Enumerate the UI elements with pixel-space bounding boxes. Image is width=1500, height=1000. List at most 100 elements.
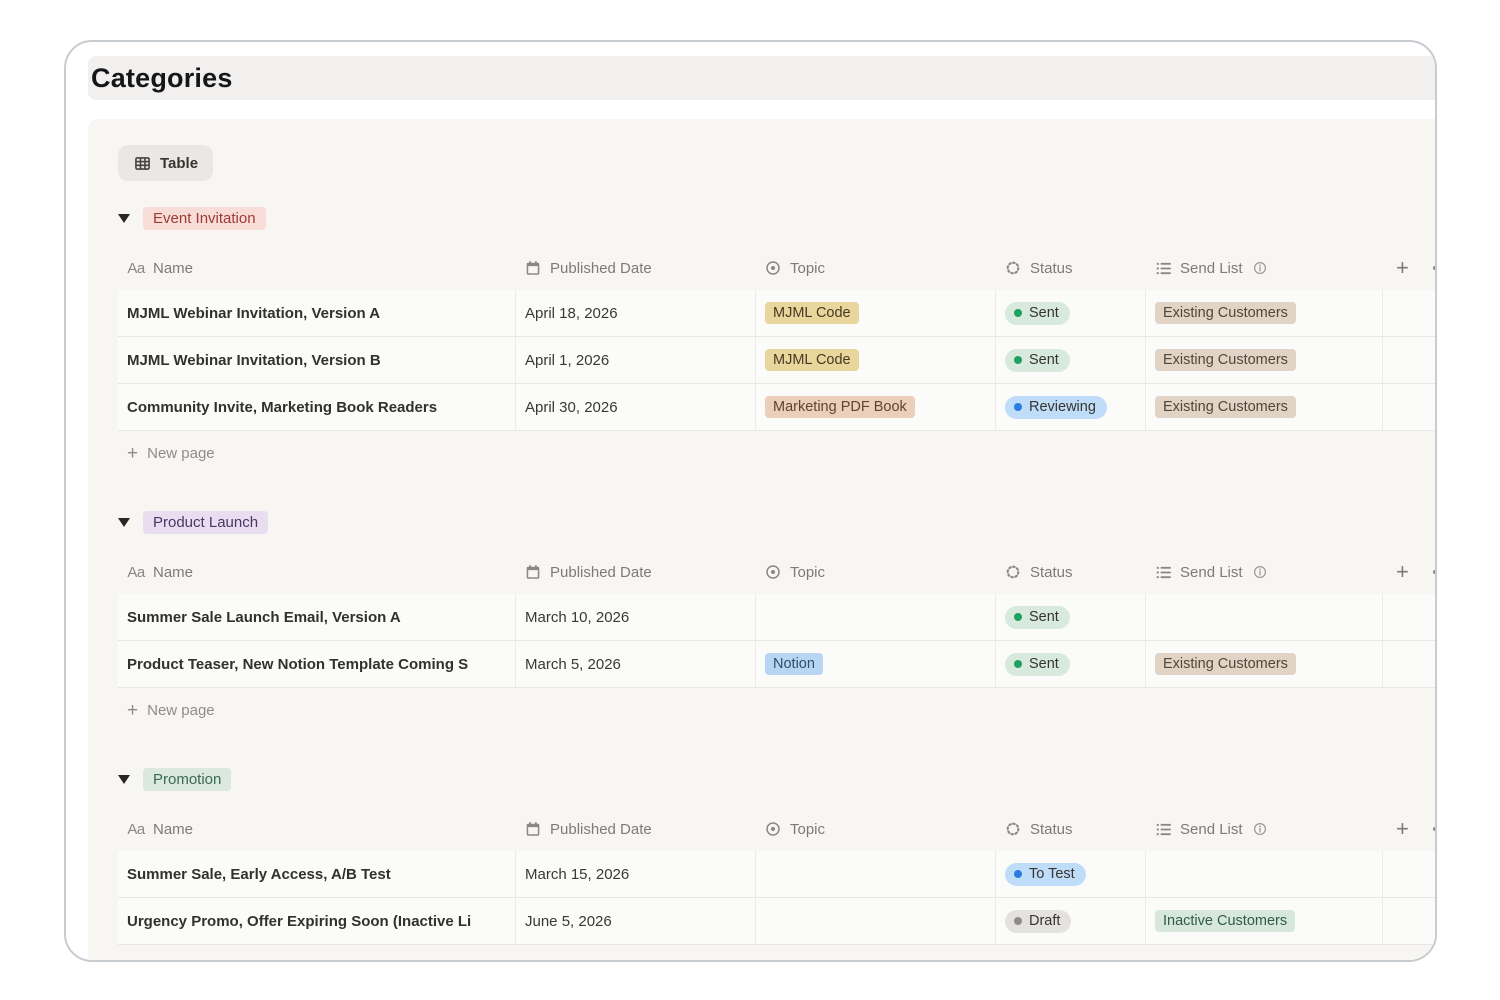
info-icon[interactable] <box>1253 822 1267 836</box>
group-badge[interactable]: Event Invitation <box>143 207 266 230</box>
page-name-text: Product Teaser, New Notion Template Comi… <box>127 655 469 673</box>
send-list-tag: Existing Customers <box>1155 302 1296 324</box>
cell-topic[interactable]: Marketing PDF Book <box>755 384 995 430</box>
cell-published-date[interactable]: March 5, 2026 <box>515 641 755 687</box>
column-header-topic[interactable]: Topic <box>755 807 995 851</box>
table-row[interactable]: Summer Sale Launch Email, Version A March… <box>118 594 1435 641</box>
cell-send-list[interactable]: Existing Customers <box>1145 641 1382 687</box>
status-pill: Draft <box>1005 909 1072 933</box>
select-icon <box>764 260 782 276</box>
group-collapse-toggle-icon[interactable] <box>118 214 130 223</box>
status-label: Sent <box>1029 352 1059 368</box>
cell-status[interactable]: Sent <box>995 337 1145 383</box>
cell-published-date[interactable]: March 15, 2026 <box>515 851 755 897</box>
page-title: Categories <box>91 62 233 93</box>
info-icon[interactable] <box>1253 565 1267 579</box>
overflow-menu-icon[interactable] <box>1432 570 1435 574</box>
table-row[interactable]: MJML Webinar Invitation, Version B April … <box>118 337 1435 384</box>
table-row[interactable]: Product Teaser, New Notion Template Comi… <box>118 641 1435 688</box>
cell-status[interactable]: Sent <box>995 290 1145 336</box>
cell-name[interactable]: Urgency Promo, Offer Expiring Soon (Inac… <box>118 898 515 944</box>
new-page-button[interactable]: + New page <box>118 431 1435 475</box>
table-row[interactable]: Community Invite, Marketing Book Readers… <box>118 384 1435 431</box>
cell-send-list[interactable] <box>1145 594 1382 640</box>
column-header-label: Published Date <box>550 563 652 581</box>
cell-topic[interactable] <box>755 898 995 944</box>
cell-name[interactable]: Product Teaser, New Notion Template Comi… <box>118 641 515 687</box>
status-label: Sent <box>1029 609 1059 625</box>
cell-published-date[interactable]: April 1, 2026 <box>515 337 755 383</box>
cell-name[interactable]: Summer Sale, Early Access, A/B Test <box>118 851 515 897</box>
status-dot-icon <box>1014 660 1022 668</box>
cell-name[interactable]: MJML Webinar Invitation, Version A <box>118 290 515 336</box>
cell-status[interactable]: Sent <box>995 594 1145 640</box>
group-collapse-toggle-icon[interactable] <box>118 775 130 784</box>
column-header-name[interactable]: Aa Name <box>118 807 515 851</box>
table-row[interactable]: MJML Webinar Invitation, Version A April … <box>118 290 1435 337</box>
column-header-label: Name <box>153 820 194 838</box>
text-icon: Aa <box>127 820 145 838</box>
group-badge[interactable]: Promotion <box>143 768 232 791</box>
list-icon <box>1154 821 1172 838</box>
column-header-date[interactable]: Published Date <box>515 246 755 290</box>
calendar-icon <box>524 564 542 580</box>
cell-status[interactable]: To Test <box>995 851 1145 897</box>
cell-status[interactable]: Draft <box>995 898 1145 944</box>
text-icon: Aa <box>127 259 145 277</box>
table-header-row: Aa Name Published Date Topic Status Send List… <box>118 807 1435 851</box>
column-header-label: Send List <box>1180 820 1243 838</box>
cell-status[interactable]: Reviewing <box>995 384 1145 430</box>
cell-send-list[interactable]: Existing Customers <box>1145 384 1382 430</box>
cell-name[interactable]: MJML Webinar Invitation, Version B <box>118 337 515 383</box>
column-header-send_list[interactable]: Send List <box>1145 246 1382 290</box>
groups-container: Event Invitation Aa Name Published Date Topi… <box>88 205 1435 960</box>
cell-topic[interactable]: MJML Code <box>755 337 995 383</box>
cell-send-list[interactable]: Existing Customers <box>1145 290 1382 336</box>
add-property-button[interactable]: + <box>1396 559 1409 584</box>
new-page-button[interactable]: + New page <box>118 945 1435 961</box>
new-page-button[interactable]: + New page <box>118 688 1435 732</box>
overflow-menu-icon[interactable] <box>1432 827 1435 831</box>
column-header-label: Status <box>1030 820 1073 838</box>
add-property-button[interactable]: + <box>1396 816 1409 841</box>
table-row[interactable]: Summer Sale, Early Access, A/B Test March… <box>118 851 1435 898</box>
column-header-topic[interactable]: Topic <box>755 550 995 594</box>
cell-published-date[interactable]: April 18, 2026 <box>515 290 755 336</box>
cell-published-date[interactable]: March 10, 2026 <box>515 594 755 640</box>
group-collapse-toggle-icon[interactable] <box>118 518 130 527</box>
table-row[interactable]: Urgency Promo, Offer Expiring Soon (Inac… <box>118 898 1435 945</box>
column-header-status[interactable]: Status <box>995 550 1145 594</box>
cell-send-list[interactable]: Existing Customers <box>1145 337 1382 383</box>
column-header-status[interactable]: Status <box>995 807 1145 851</box>
cell-send-list[interactable]: Inactive Customers <box>1145 898 1382 944</box>
cell-topic[interactable] <box>755 851 995 897</box>
cell-topic[interactable]: MJML Code <box>755 290 995 336</box>
column-header-send_list[interactable]: Send List <box>1145 550 1382 594</box>
column-header-date[interactable]: Published Date <box>515 807 755 851</box>
cell-empty <box>1382 290 1435 336</box>
column-header-label: Status <box>1030 563 1073 581</box>
column-header-date[interactable]: Published Date <box>515 550 755 594</box>
cell-published-date[interactable]: April 30, 2026 <box>515 384 755 430</box>
cell-published-date[interactable]: June 5, 2026 <box>515 898 755 944</box>
overflow-menu-icon[interactable] <box>1432 266 1435 270</box>
column-header-send_list[interactable]: Send List <box>1145 807 1382 851</box>
cell-empty <box>1382 898 1435 944</box>
cell-name[interactable]: Summer Sale Launch Email, Version A <box>118 594 515 640</box>
column-header-topic[interactable]: Topic <box>755 246 995 290</box>
column-header-status[interactable]: Status <box>995 246 1145 290</box>
status-pill: Sent <box>1005 301 1070 325</box>
status-pill: Sent <box>1005 652 1070 676</box>
table-view-tab[interactable]: Table <box>118 145 214 181</box>
info-icon[interactable] <box>1253 261 1267 275</box>
cell-name[interactable]: Community Invite, Marketing Book Readers <box>118 384 515 430</box>
group-badge[interactable]: Product Launch <box>143 511 269 534</box>
category-group: Promotion Aa Name Published Date Topic Status… <box>88 766 1435 960</box>
cell-send-list[interactable] <box>1145 851 1382 897</box>
cell-topic[interactable]: Notion <box>755 641 995 687</box>
cell-topic[interactable] <box>755 594 995 640</box>
cell-status[interactable]: Sent <box>995 641 1145 687</box>
column-header-name[interactable]: Aa Name <box>118 246 515 290</box>
column-header-name[interactable]: Aa Name <box>118 550 515 594</box>
add-property-button[interactable]: + <box>1396 255 1409 280</box>
